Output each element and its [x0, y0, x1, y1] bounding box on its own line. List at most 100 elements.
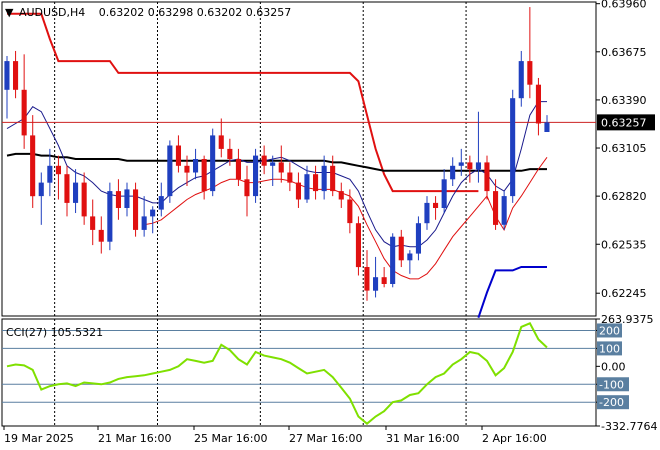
candle-body	[287, 172, 293, 183]
cci-tick-label: -200	[599, 396, 624, 409]
candle-body	[90, 216, 96, 230]
price-tick-label: 0.63105	[601, 142, 647, 155]
candle-body	[458, 162, 464, 166]
candle-body	[261, 155, 267, 166]
candle-body	[184, 165, 190, 173]
candle-body	[467, 162, 473, 170]
candle-body	[133, 189, 139, 230]
candle-body	[98, 229, 104, 242]
time-tick-label: 2 Apr 16:00	[482, 432, 547, 445]
cci-line	[6, 322, 548, 426]
cci-pane: CCI(27) 105.5321	[1, 318, 597, 427]
candle-body	[210, 135, 216, 192]
time-tick-label: 31 Mar 16:00	[386, 432, 459, 445]
price-tick-label: 0.62535	[601, 238, 647, 251]
cci-tick-label: 263.9375	[601, 313, 654, 326]
price-axis: 0.63960 0.63675 0.63390 0.63105 0.62820 0.625…	[596, 0, 655, 300]
candle-body	[244, 179, 250, 197]
candle-body	[518, 61, 524, 99]
candle-body	[150, 209, 156, 217]
candle-body	[415, 223, 421, 254]
candle-body	[38, 182, 44, 197]
candle-body	[235, 159, 241, 180]
price-tick-label: 0.63960	[601, 0, 647, 11]
candle-body	[510, 98, 516, 197]
cci-plot-area	[2, 319, 596, 426]
candle-body	[64, 174, 70, 203]
candle-body	[73, 182, 79, 203]
candle-body	[13, 61, 19, 90]
price-plot-area	[2, 2, 596, 319]
candle-body	[107, 191, 113, 242]
candle-body	[450, 165, 456, 180]
time-tick-label: 21 Mar 16:00	[98, 432, 171, 445]
candle-body	[253, 155, 259, 197]
price-tick-label: 0.62245	[601, 287, 647, 300]
candle-body	[201, 159, 207, 192]
candle-body	[484, 162, 490, 192]
candle-body	[313, 174, 319, 192]
candle-body	[475, 162, 481, 170]
candle-body	[527, 61, 533, 85]
candle-body	[158, 196, 164, 210]
candle-body	[433, 202, 439, 208]
fast-ma-line	[6, 101, 547, 248]
slow-ma-line	[6, 152, 547, 172]
upper-envelope-line	[7, 12, 479, 193]
candle-body	[381, 277, 387, 284]
candle-body	[355, 223, 361, 268]
candle-body	[30, 135, 36, 197]
candle-body	[218, 135, 224, 149]
price-pane: ▼ AUDUSD,H4 0.63202 0.63298 0.63202 0.63…	[1, 1, 597, 319]
ohlc-readout: 0.63202 0.63298 0.63202 0.63257	[99, 6, 291, 19]
candle-body	[364, 267, 370, 291]
current-price-label: 0.63257	[601, 116, 647, 129]
candle-body	[270, 162, 276, 166]
price-tick-label: 0.62820	[601, 190, 647, 203]
candle-body	[227, 148, 233, 159]
candle-body	[338, 191, 344, 200]
candle-body	[21, 89, 27, 136]
candle-body	[4, 61, 10, 90]
candle-body	[55, 165, 61, 175]
candle-body	[167, 145, 173, 197]
cci-pane-frame	[1, 318, 597, 427]
cci-level-badge	[597, 395, 629, 410]
candle-body	[347, 199, 353, 224]
lower-envelope-line	[477, 266, 547, 319]
candle-body	[544, 122, 550, 132]
price-tick-label: 0.63675	[601, 46, 647, 59]
cci-tick-label: 100	[599, 342, 620, 355]
candle-body	[493, 191, 499, 225]
candle-body	[501, 196, 507, 225]
time-tick-label: 27 Mar 16:00	[289, 432, 362, 445]
candle-body	[193, 159, 199, 173]
chart-header: ▼ AUDUSD,H4 0.63202 0.63298 0.63202 0.63…	[5, 6, 291, 19]
candle-body	[295, 182, 301, 200]
collapse-arrow-icon[interactable]: ▼	[5, 6, 14, 19]
candle-body	[81, 182, 87, 217]
cci-level-badge	[597, 341, 622, 356]
candle-body	[535, 84, 541, 124]
cci-tick-label: 200	[599, 324, 620, 337]
candle-body	[398, 236, 404, 261]
candle-body	[424, 202, 430, 224]
candle-body	[47, 165, 53, 183]
candle-body	[304, 174, 310, 200]
time-tick-label: 19 Mar 2025	[4, 432, 74, 445]
candle-body	[407, 253, 413, 261]
candle-body	[115, 191, 121, 208]
current-price-badge	[597, 114, 655, 131]
time-tick-label: 25 Mar 16:00	[194, 432, 267, 445]
cci-level-badge	[597, 323, 622, 338]
candle-body	[441, 179, 447, 208]
price-tick-label: 0.63390	[601, 94, 647, 107]
candle-body	[278, 162, 284, 173]
candle-body	[124, 189, 130, 208]
cci-tick-label: -100	[599, 378, 624, 391]
cci-title: CCI(27) 105.5321	[6, 326, 103, 339]
candle-body	[373, 277, 379, 291]
candle-body	[321, 165, 327, 192]
